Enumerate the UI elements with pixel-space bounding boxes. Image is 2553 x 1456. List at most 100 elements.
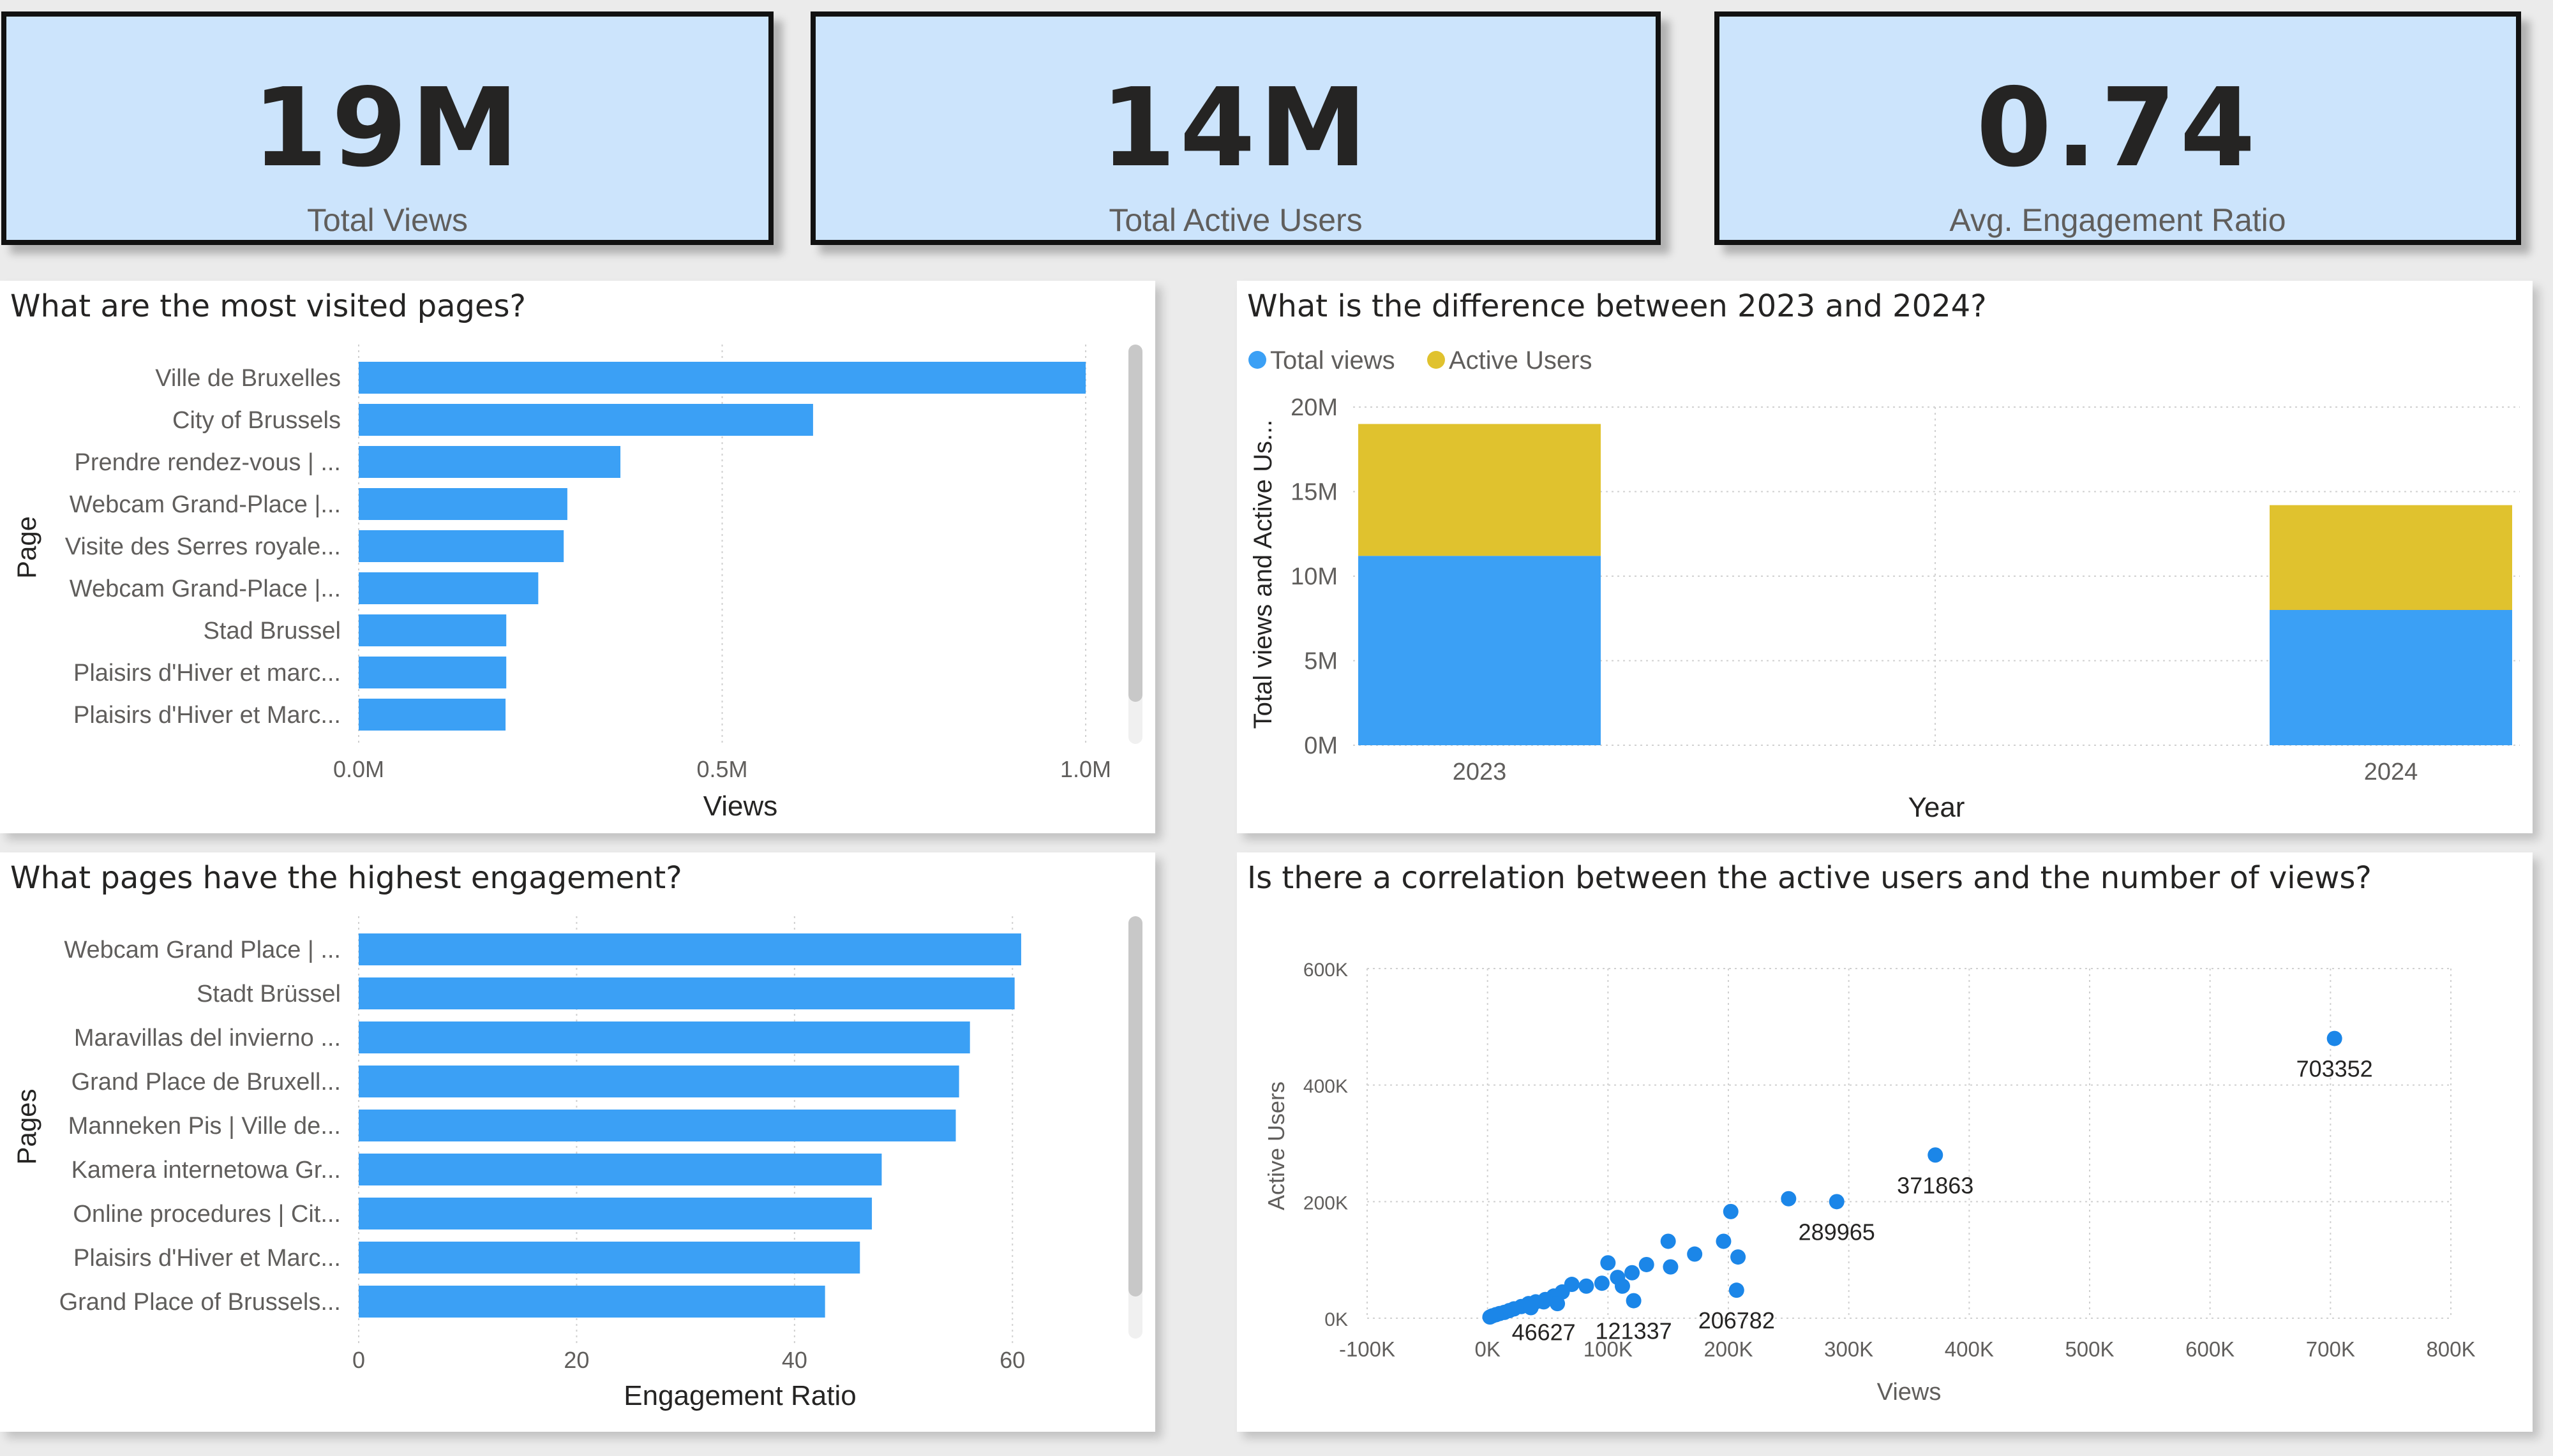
y-category-label: Plaisirs d'Hiver et marc...: [73, 660, 341, 687]
scatter-point: [1728, 1282, 1744, 1298]
x-tick-label: 0K: [1474, 1337, 1500, 1361]
legend-label: Total views: [1270, 346, 1395, 375]
data-label: 121337: [1596, 1318, 1672, 1344]
x-tick-label: 0.0M: [333, 756, 384, 782]
bar: [359, 699, 506, 731]
x-tick-label: 500K: [2065, 1337, 2114, 1361]
kpi-value: 14M: [1100, 65, 1371, 191]
scatter-point: [1638, 1256, 1654, 1272]
bar: [359, 1286, 825, 1318]
bar: [359, 933, 1021, 965]
kpi-card-total-views: 19M Total Views: [1, 11, 774, 245]
data-label: 371863: [1897, 1172, 1973, 1198]
bar: [359, 530, 564, 562]
scatter-point: [1578, 1278, 1594, 1294]
bar-segment: [1358, 424, 1601, 556]
scatter-point: [1624, 1265, 1640, 1281]
x-tick-label: 40: [782, 1347, 807, 1373]
bar-segment: [2270, 610, 2512, 745]
y-tick-label: 0M: [1304, 732, 1338, 759]
y-category-label: Webcam Grand-Place |...: [70, 491, 341, 518]
year-compare-chart[interactable]: Total views Active Users 0M 5M 10M 15M 20M 2023…: [1237, 281, 2533, 833]
bar: [359, 1198, 872, 1229]
legend-label: Active Users: [1449, 346, 1592, 375]
scatter-point: [1730, 1249, 1746, 1265]
bar: [359, 404, 813, 436]
y-tick-label: 600K: [1303, 960, 1348, 981]
y-category-label: Maravillas del invierno ...: [74, 1025, 341, 1051]
bar: [359, 1021, 970, 1053]
y-tick-label: 200K: [1303, 1192, 1348, 1214]
kpi-label: Total Active Users: [1109, 202, 1363, 238]
bar: [359, 977, 1015, 1009]
y-category-label: Manneken Pis | Ville de...: [68, 1113, 341, 1140]
chart-title: What is the difference between 2023 and …: [1247, 288, 1987, 324]
y-category-label: Online procedures | Cit...: [73, 1201, 341, 1228]
engagement-chart[interactable]: 0 20 40 60 Webcam Grand Place | ... Stadt Brü…: [0, 852, 1155, 1432]
data-label: 46627: [1512, 1319, 1576, 1345]
bar-segment: [2270, 505, 2512, 610]
x-tick-label: 800K: [2426, 1337, 2475, 1361]
chart-panel-year-compare[interactable]: What is the difference between 2023 and …: [1237, 281, 2533, 833]
scatter-point: [1781, 1191, 1797, 1207]
scatter-point: [1600, 1255, 1616, 1271]
scrollbar-thumb: [1128, 345, 1142, 702]
y-axis-title: Total views and Active Us...: [1249, 420, 1277, 729]
y-tick-label: 10M: [1291, 563, 1338, 590]
kpi-label: Avg. Engagement Ratio: [1949, 202, 2286, 238]
scatter-point: [1928, 1147, 1943, 1163]
scatter-point: [1716, 1233, 1732, 1249]
y-category-label: Webcam Grand-Place |...: [70, 576, 341, 602]
x-tick-label: 1.0M: [1060, 756, 1111, 782]
scatter-point: [1723, 1203, 1739, 1219]
x-tick-label: 600K: [2185, 1337, 2235, 1361]
y-tick-label: 20M: [1291, 394, 1338, 421]
x-tick-label: 100K: [1583, 1337, 1633, 1361]
y-category-label: Kamera internetowa Gr...: [71, 1157, 341, 1184]
x-axis-title: Views: [1877, 1379, 1942, 1406]
y-category-label: Grand Place of Brussels...: [59, 1289, 341, 1316]
kpi-value: 19M: [252, 65, 523, 191]
bar: [359, 446, 621, 478]
chart-panel-most-visited[interactable]: What are the most visited pages? 0.0M 0.5…: [0, 281, 1155, 833]
data-label: 206782: [1698, 1307, 1775, 1333]
data-label: 289965: [1799, 1219, 1875, 1245]
bar: [359, 614, 507, 646]
scatter-point: [2326, 1030, 2342, 1046]
x-tick-label: 20: [564, 1347, 589, 1373]
correlation-chart[interactable]: -100K 0K 100K 200K 300K 400K 500K 600K 700K 800K 0…: [1237, 852, 2533, 1432]
scatter-point: [1829, 1194, 1845, 1210]
y-tick-label: 5M: [1304, 648, 1338, 675]
y-axis-title: Pages: [11, 1088, 41, 1164]
y-category-label: Visite des Serres royale...: [65, 533, 341, 560]
y-tick-label: 15M: [1291, 479, 1338, 506]
x-tick-label: 200K: [1703, 1337, 1753, 1361]
y-category-label: Stadt Brüssel: [197, 981, 341, 1007]
kpi-label: Total Views: [307, 202, 468, 238]
chart-panel-engagement[interactable]: What pages have the highest engagement? …: [0, 852, 1155, 1432]
y-category-label: Grand Place de Bruxell...: [71, 1069, 341, 1096]
x-tick-label: 2024: [2364, 759, 2418, 785]
y-category-label: Plaisirs d'Hiver et Marc...: [73, 702, 341, 729]
legend-marker: [1427, 351, 1445, 369]
scatter-point: [1550, 1296, 1566, 1312]
x-tick-label: 300K: [1824, 1337, 1873, 1361]
scatter-point: [1663, 1259, 1679, 1275]
y-category-label: Plaisirs d'Hiver et Marc...: [73, 1245, 341, 1272]
y-category-label: Webcam Grand Place | ...: [64, 937, 341, 963]
scrollbar-thumb: [1128, 916, 1142, 1296]
most-visited-chart[interactable]: 0.0M 0.5M 1.0M Ville de Bruxelles City of Br…: [0, 281, 1155, 833]
x-tick-label: -100K: [1339, 1337, 1395, 1361]
bar: [359, 1110, 956, 1141]
x-axis-title: Engagement Ratio: [624, 1380, 856, 1411]
chart-panel-correlation[interactable]: Is there a correlation between the activ…: [1237, 852, 2533, 1432]
bar-segment: [1358, 556, 1601, 745]
y-category-label: Prendre rendez-vous | ...: [74, 449, 341, 476]
kpi-value: 0.74: [1976, 65, 2259, 191]
scatter-point: [1594, 1275, 1610, 1291]
kpi-card-avg-engagement-ratio: 0.74 Avg. Engagement Ratio: [1714, 11, 2521, 245]
kpi-card-total-active-users: 14M Total Active Users: [811, 11, 1661, 245]
scatter-point: [1660, 1233, 1676, 1249]
y-axis-title: Active Users: [1263, 1081, 1289, 1210]
bar: [359, 657, 507, 688]
